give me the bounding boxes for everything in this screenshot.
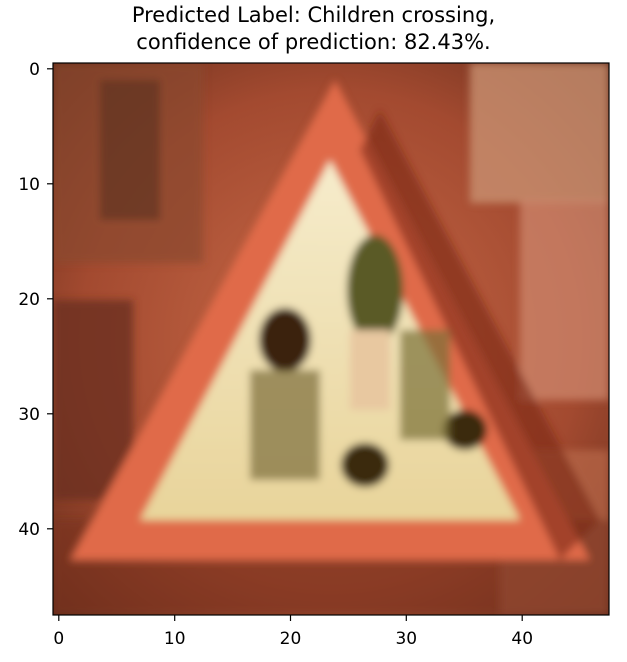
traffic-sign-image — [53, 63, 609, 615]
y-tick-40: 40 — [18, 520, 40, 540]
title-line-2: confidence of prediction: 82.43%. — [136, 30, 491, 54]
y-tick-30: 30 — [18, 405, 40, 425]
y-tick-20: 20 — [18, 290, 40, 310]
x-tick-0: 0 — [53, 629, 64, 649]
axes-frame — [52, 62, 610, 616]
x-tick-10: 10 — [164, 629, 186, 649]
x-axis: 0 10 20 30 40 — [53, 615, 533, 649]
x-tick-20: 20 — [280, 629, 302, 649]
y-tick-0: 0 — [29, 60, 40, 80]
x-tick-30: 30 — [395, 629, 417, 649]
figure-title: Predicted Label: Children crossing, conf… — [0, 2, 627, 56]
x-tick-40: 40 — [511, 629, 533, 649]
y-tick-10: 10 — [18, 175, 40, 195]
y-axis: 0 10 20 30 40 — [18, 60, 53, 540]
title-line-1: Predicted Label: Children crossing, — [131, 3, 496, 27]
